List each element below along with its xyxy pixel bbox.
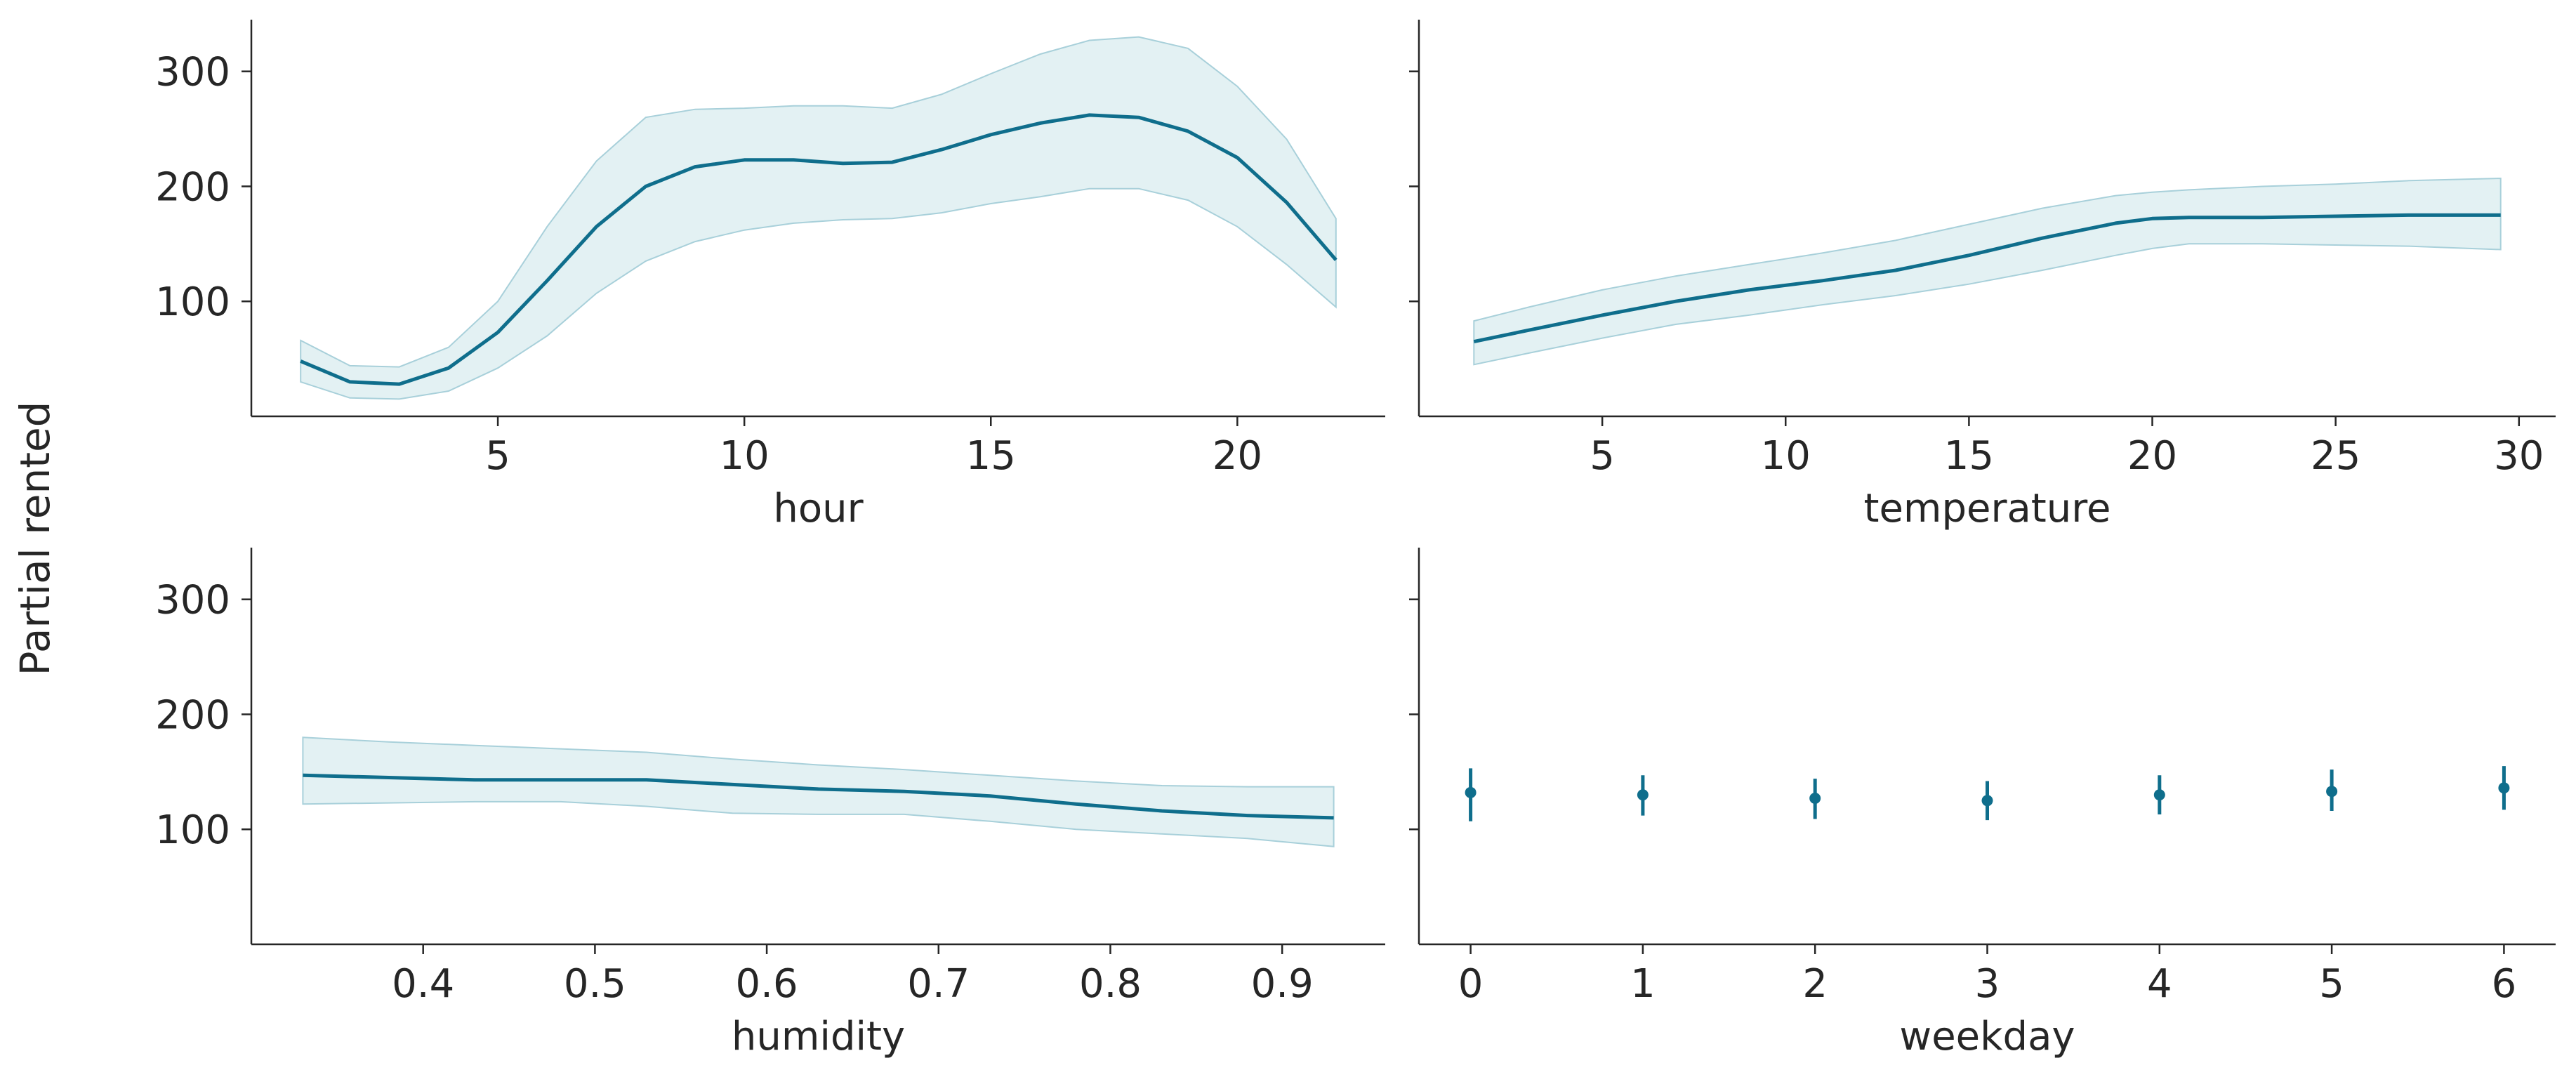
x-tick-label: 3 (1975, 961, 2000, 1007)
mean-line (303, 773, 1334, 820)
confidence-band (302, 736, 1335, 847)
x-tick-label: 1 (1630, 961, 1656, 1007)
x-tick-label: 15 (966, 433, 1016, 479)
point-2 (1809, 793, 1821, 805)
x-tick-label: 10 (1761, 433, 1811, 479)
x-tick-label: 0.5 (564, 961, 626, 1007)
panel-weekday: 0 1 2 3 4 5 6 weekday (1409, 548, 2556, 1059)
panel-temperature: 5 10 15 20 25 30 temperature (1409, 20, 2556, 531)
point-5 (2326, 786, 2338, 798)
x-tick-label: 20 (2127, 433, 2177, 479)
x-axis-label: weekday (1899, 1014, 2075, 1059)
y-tick-label: 300 (155, 50, 230, 95)
x-tick-label: 20 (1213, 433, 1262, 479)
x-tick-label: 6 (2492, 961, 2517, 1007)
x-axis-label: humidity (732, 1014, 905, 1059)
x-tick-label: 0.8 (1079, 961, 1142, 1007)
x-axis-label: hour (773, 486, 864, 531)
x-tick-label: 10 (720, 433, 770, 479)
panel-hour: 5 10 15 20 100 200 300 hour (155, 20, 1385, 531)
point-0 (1465, 786, 1477, 798)
x-tick-label: 0.6 (736, 961, 798, 1007)
panel-humidity: 0.4 0.5 0.6 0.7 0.8 0.9 100 200 300 humidity (155, 548, 1385, 1059)
x-axis-label: temperature (1864, 486, 2111, 531)
x-tick-label: 25 (2311, 433, 2360, 479)
x-tick-label: 4 (2147, 961, 2172, 1007)
confidence-band (300, 36, 1337, 400)
x-tick-label: 30 (2494, 433, 2544, 479)
mean-line (300, 113, 1337, 386)
figure-ylabel: Partial rented (11, 402, 59, 676)
x-tick-label: 5 (485, 433, 510, 479)
x-tick-label: 0.7 (907, 961, 970, 1007)
mean-line (1473, 213, 2501, 344)
y-tick-label: 300 (155, 578, 230, 623)
y-tick-label: 200 (155, 164, 230, 210)
point-3 (1981, 795, 1993, 807)
x-tick-label: 5 (1590, 433, 1615, 479)
x-tick-label: 2 (1802, 961, 1828, 1007)
y-tick-label: 100 (155, 279, 230, 325)
point-4 (2153, 789, 2165, 801)
x-tick-label: 0 (1458, 961, 1484, 1007)
point-6 (2498, 782, 2510, 794)
x-tick-label: 15 (1944, 433, 1994, 479)
x-tick-label: 5 (2319, 961, 2344, 1007)
confidence-band (1473, 177, 2502, 366)
y-tick-label: 100 (155, 807, 230, 853)
x-tick-label: 0.9 (1251, 961, 1314, 1007)
x-tick-label: 0.4 (392, 961, 454, 1007)
y-tick-label: 200 (155, 692, 230, 738)
point-1 (1637, 789, 1649, 801)
